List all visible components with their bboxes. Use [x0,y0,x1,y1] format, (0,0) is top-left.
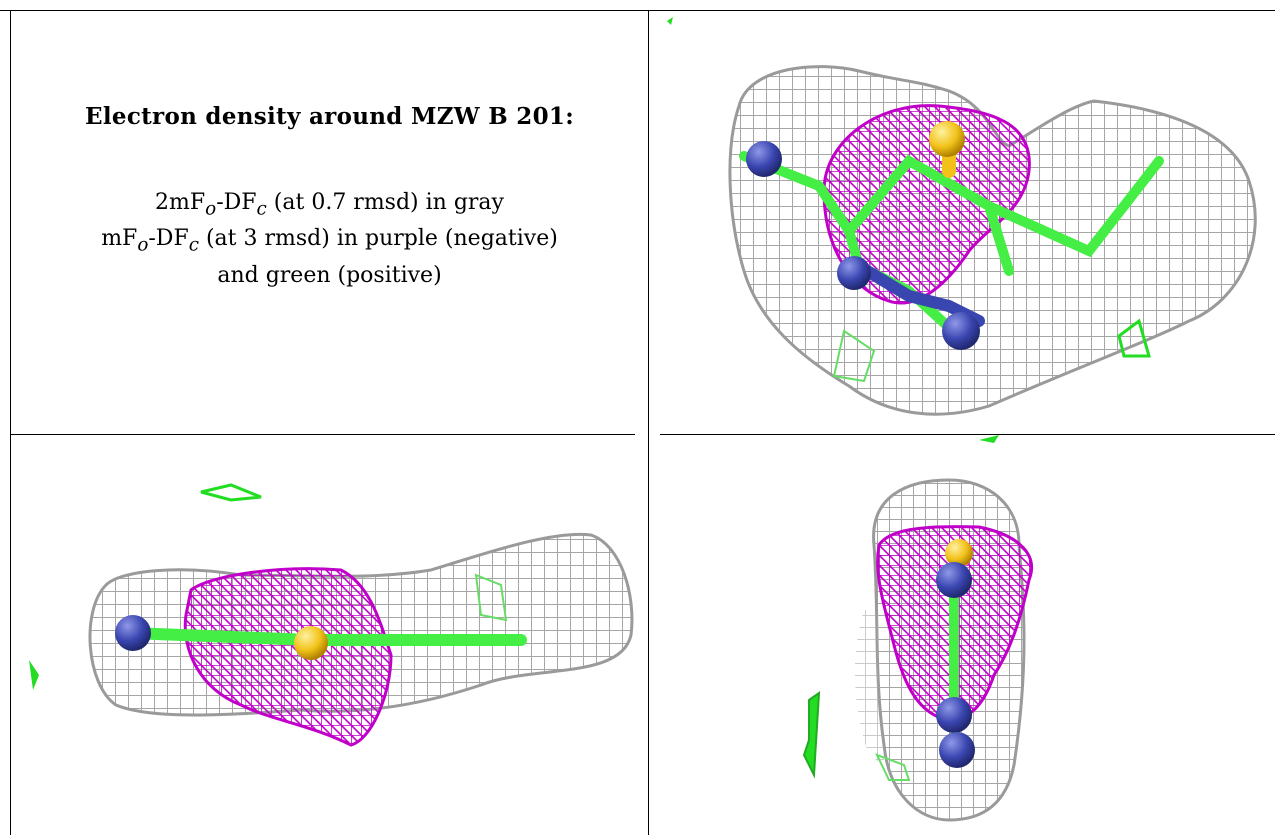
table-row-divider-right [660,434,1275,435]
table-row-divider-left [10,434,635,435]
legend-sub: o [205,198,217,220]
legend-text: 2mFo-DFc (at 0.7 rmsd) in gray mFo-DFc (… [101,188,558,291]
table-center-divider [648,10,649,835]
legend-line-positive: and green (positive) [217,262,442,288]
legend-term: -DF [148,226,189,252]
figure-title: Electron density around MZW B 201: [85,103,574,130]
table-top-border [0,10,1275,11]
density-view-top-right [649,11,1275,434]
legend-sub: c [188,234,199,256]
legend-desc: (at 3 rmsd) in purple (negative) [198,226,558,252]
legend-sub: c [256,198,267,220]
legend-desc: (at 0.7 rmsd) in gray [266,190,504,215]
legend-term: 2mF [155,190,206,215]
legend-line-difference: mFo-DFc (at 3 rmsd) in purple (negative) [101,224,558,260]
electron-density-mesh-icon [802,435,1033,822]
table-left-border [10,10,11,835]
legend-term: mF [101,226,138,252]
legend-line-gray: 2mFo-DFc (at 0.7 rmsd) in gray [101,188,558,224]
electron-density-mesh-icon [667,17,1257,416]
electron-density-mesh-icon [29,483,634,747]
density-view-bottom-right [649,435,1275,835]
density-view-bottom-left [11,435,648,835]
legend-term: -DF [216,190,257,215]
legend-sub: o [137,234,149,256]
caption-cell: Electron density around MZW B 201: 2mFo-… [11,11,648,434]
